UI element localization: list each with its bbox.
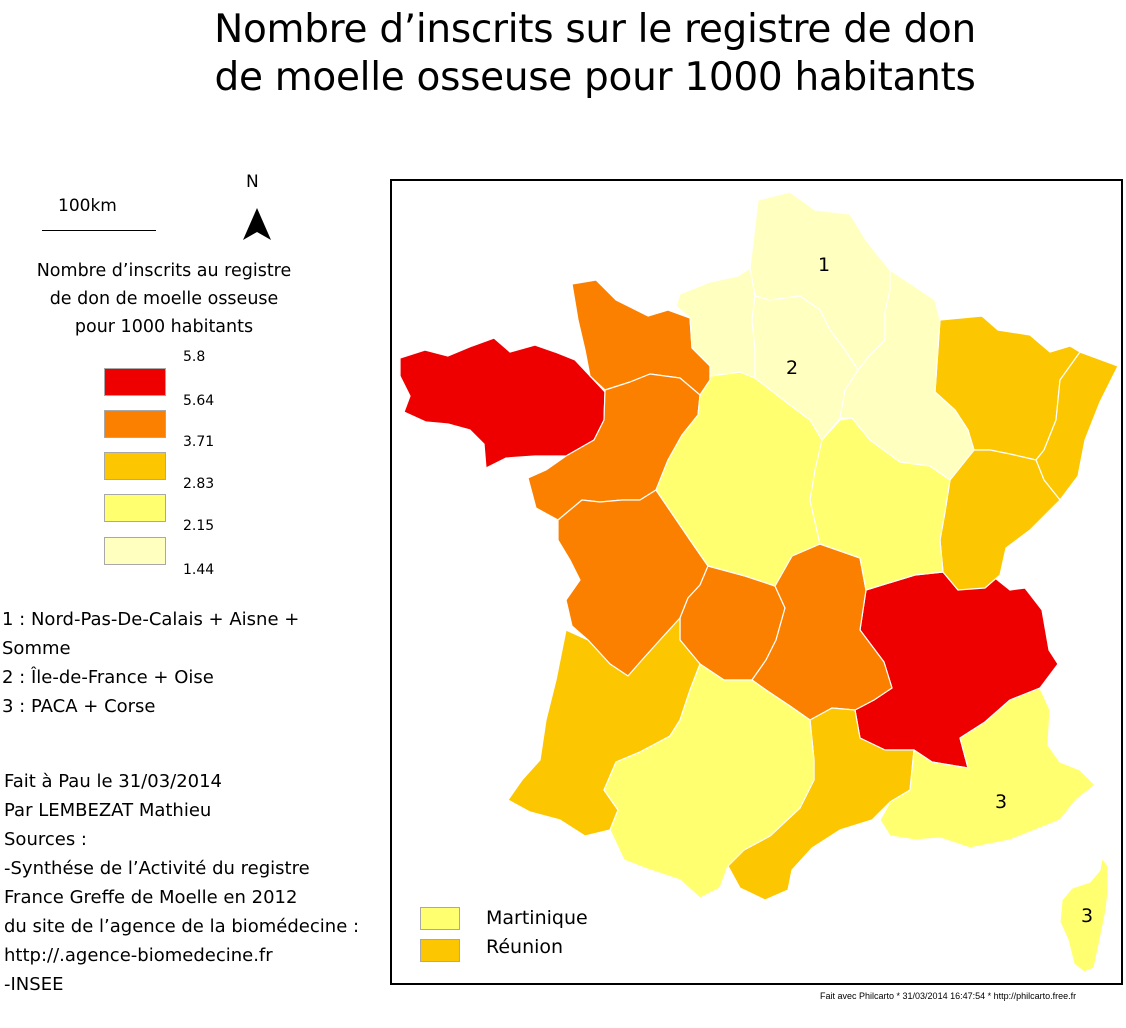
legend-break-2: 5.64 <box>183 393 215 409</box>
region-midi-pyrenees <box>603 663 815 899</box>
note-line-2: Somme <box>2 638 71 659</box>
map-title-line-2: de moelle osseuse pour 1000 habitants <box>214 55 976 100</box>
region-label-idf: 2 <box>786 357 798 379</box>
legend-title-line-2: de don de moelle osseuse <box>49 289 279 309</box>
credit-line-3: Sources : <box>4 829 87 850</box>
legend-break-5: 2.15 <box>183 518 215 534</box>
region-notes: 1 : Nord-Pas-De-Calais + Aisne + Somme 2… <box>2 605 382 721</box>
region-bretagne <box>399 337 606 469</box>
legend-title: Nombre d’inscrits au registre de don de … <box>10 257 318 341</box>
note-line-3: 2 : Île-de-France + Oise <box>2 667 214 688</box>
region-label-paca: 3 <box>995 791 1007 813</box>
credit-line-8: -INSEE <box>4 974 64 995</box>
north-arrow-icon <box>243 208 271 240</box>
region-corse <box>1059 857 1109 973</box>
credit-line-4: -Synthése de l’Activité du registre <box>4 858 310 879</box>
credit-line-2: Par LEMBEZAT Mathieu <box>4 800 212 821</box>
credit-line-1: Fait à Pau le 31/03/2014 <box>4 771 223 792</box>
reunion-label: Réunion <box>486 936 564 958</box>
legend-break-6: 1.44 <box>183 562 215 578</box>
legend-swatch-class-5 <box>104 537 166 565</box>
legend-swatch-class-4 <box>104 494 166 522</box>
legend-break-1: 5.8 <box>183 349 206 365</box>
martinique-swatch <box>420 907 460 930</box>
region-paca <box>879 687 1096 849</box>
reunion-swatch <box>420 939 460 962</box>
map-title-line-1: Nombre d’inscrits sur le registre de don <box>214 7 976 52</box>
map-title: Nombre d’inscrits sur le registre de don… <box>140 6 1050 102</box>
map-frame <box>390 179 1123 985</box>
legend-swatch-class-1 <box>104 368 166 396</box>
scale-bar <box>42 230 156 231</box>
note-line-4: 3 : PACA + Corse <box>2 696 156 717</box>
region-champagne-ardenne <box>839 269 975 481</box>
martinique-label: Martinique <box>486 907 588 929</box>
region-label-nord: 1 <box>818 254 830 276</box>
credit-line-7: http://.agence-biomedecine.fr <box>4 945 273 966</box>
legend-swatch-class-3 <box>104 452 166 480</box>
legend-title-line-3: pour 1000 habitants <box>74 317 254 337</box>
philcarto-footer: Fait avec Philcarto * 31/03/2014 16:47:5… <box>820 991 1077 1001</box>
credit-line-5: France Greffe de Moelle en 2012 <box>4 887 298 908</box>
legend-swatch-class-2 <box>104 410 166 438</box>
legend-break-4: 2.83 <box>183 476 215 492</box>
note-line-1: 1 : Nord-Pas-De-Calais + Aisne + <box>2 609 300 630</box>
legend-break-3: 3.71 <box>183 434 215 450</box>
france-map: 1 2 3 3 <box>399 191 1119 973</box>
region-label-corse: 3 <box>1081 905 1093 927</box>
credit-line-6: du site de l’agence de la biomédecine : <box>4 916 360 937</box>
north-label: N <box>246 172 259 192</box>
scale-bar-label: 100km <box>58 196 117 216</box>
credits: Fait à Pau le 31/03/2014 Par LEMBEZAT Ma… <box>4 767 404 999</box>
legend-title-line-1: Nombre d’inscrits au registre <box>36 261 292 281</box>
